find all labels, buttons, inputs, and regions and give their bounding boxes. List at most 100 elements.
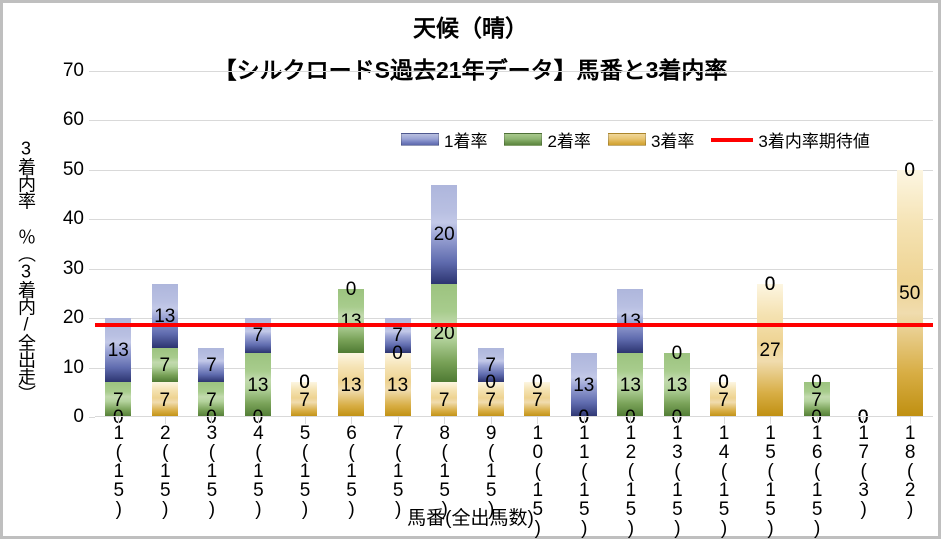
y-tick-label: 50: [62, 158, 84, 180]
segment-3chakuritsu[interactable]: [896, 169, 923, 417]
x-tick-mark: [351, 417, 353, 424]
segment-1chakuritsu[interactable]: [477, 347, 504, 383]
segment-2chakuritsu[interactable]: [105, 382, 132, 417]
bar-stack[interactable]: [896, 169, 923, 417]
bar-column[interactable]: 0137: [235, 71, 282, 427]
x-tick-label: 2(15): [154, 423, 176, 518]
bar-stack[interactable]: [477, 347, 504, 417]
bar-stack[interactable]: [198, 347, 225, 417]
x-tick-mark: [118, 417, 120, 424]
segment-1chakuritsu[interactable]: [570, 352, 597, 417]
y-tick-label: 10: [62, 356, 84, 378]
bar-stack[interactable]: [384, 318, 411, 417]
x-axis-title: 馬番(全出馬数): [407, 508, 534, 529]
bar-stack[interactable]: [617, 288, 644, 417]
bar-stack[interactable]: [803, 382, 830, 417]
segment-2chakuritsu[interactable]: [338, 288, 365, 353]
legend-label-3: 3着率: [650, 132, 695, 151]
bar-column[interactable]: 27 0 0: [747, 71, 794, 417]
segment-1chakuritsu[interactable]: [431, 184, 458, 284]
gridline: [95, 169, 933, 171]
gridline: [95, 268, 933, 270]
legend-label-1: 1着率: [444, 132, 488, 151]
series-1-swatch-icon: [401, 133, 439, 146]
segment-3chakuritsu[interactable]: [710, 382, 737, 417]
segment-2chakuritsu[interactable]: [151, 347, 178, 383]
x-tick-label: 6(15): [341, 423, 363, 518]
bar-stack[interactable]: [244, 318, 271, 417]
chart-subtitle: 【シルクロードS過去21年データ】馬番と3着内率: [213, 57, 728, 83]
legend-item-3chakuritsu[interactable]: 3着率: [607, 127, 695, 152]
bar-column[interactable]: 077: [188, 71, 235, 427]
bar-stack[interactable]: [570, 352, 597, 417]
bar-stack[interactable]: [710, 382, 737, 417]
segment-2chakuritsu[interactable]: [198, 382, 225, 417]
segment-3chakuritsu[interactable]: [757, 283, 784, 417]
segment-3chakuritsu[interactable]: [151, 382, 178, 417]
segment-2chakuritsu[interactable]: [663, 352, 690, 417]
bar-column[interactable]: 50 0 0: [886, 71, 933, 417]
bar-column[interactable]: 070: [793, 71, 840, 427]
x-tick-mark: [583, 417, 585, 424]
segment-2chakuritsu[interactable]: [803, 382, 830, 417]
x-tick-mark: [444, 417, 446, 424]
y-tick-mark: [89, 268, 95, 270]
bar-column[interactable]: 7 20 20: [421, 71, 468, 417]
x-tick-mark: [909, 417, 911, 424]
x-tick-mark: [397, 417, 399, 424]
x-tick-label: 18(2): [899, 423, 921, 518]
x-tick-mark: [537, 417, 539, 424]
bar-column[interactable]: 13 0 7: [374, 71, 421, 417]
series-3-swatch-icon: [607, 133, 646, 146]
y-tick-label: 40: [62, 208, 84, 230]
segment-3chakuritsu[interactable]: [524, 382, 551, 417]
segment-3chakuritsu[interactable]: [291, 382, 318, 417]
x-tick-mark: [630, 417, 632, 424]
segment-1chakuritsu[interactable]: [151, 283, 178, 348]
bar-stack[interactable]: [151, 283, 178, 417]
x-tick-label: 16(15): [806, 423, 828, 537]
bar-stack[interactable]: [757, 283, 784, 417]
bar-stack[interactable]: [431, 184, 458, 417]
x-tick-label: 12(15): [620, 423, 642, 537]
gridline: [95, 318, 933, 320]
gridline: [95, 71, 933, 72]
legend-label-2: 2着率: [547, 132, 591, 151]
segment-3chakuritsu[interactable]: [431, 382, 458, 417]
bar-column[interactable]: 13 13 0: [328, 71, 375, 417]
legend-item-2chakuritsu[interactable]: 2着率: [504, 127, 591, 152]
segment-2chakuritsu[interactable]: [617, 352, 644, 417]
y-tick-mark: [89, 367, 95, 369]
bar-stack[interactable]: [291, 382, 318, 417]
segment-2chakuritsu[interactable]: [431, 283, 458, 383]
segment-1chakuritsu[interactable]: [198, 347, 225, 383]
segment-1chakuritsu[interactable]: [105, 318, 132, 383]
legend-item-expected-value[interactable]: 3着内率期待値: [711, 127, 870, 152]
segment-3chakuritsu[interactable]: [384, 352, 411, 417]
segment-2chakuritsu[interactable]: [244, 352, 271, 417]
segment-3chakuritsu[interactable]: [338, 352, 365, 417]
bar-stack[interactable]: [663, 352, 690, 417]
reference-line-swatch-icon: [711, 137, 754, 142]
y-tick-label: 60: [62, 109, 84, 131]
y-tick-mark: [89, 169, 95, 171]
bar-column[interactable]: 7 7 13: [142, 71, 189, 417]
legend-item-1chakuritsu[interactable]: 1着率: [401, 127, 487, 152]
bar-column[interactable]: 000: [840, 71, 887, 427]
segment-1chakuritsu[interactable]: [617, 288, 644, 353]
bar-stack[interactable]: [338, 288, 365, 417]
bar-stack[interactable]: [524, 382, 551, 417]
gridline: [95, 367, 933, 369]
bar-stack[interactable]: [105, 318, 132, 417]
segment-3chakuritsu[interactable]: [477, 382, 504, 417]
y-tick-label: 20: [62, 307, 84, 329]
